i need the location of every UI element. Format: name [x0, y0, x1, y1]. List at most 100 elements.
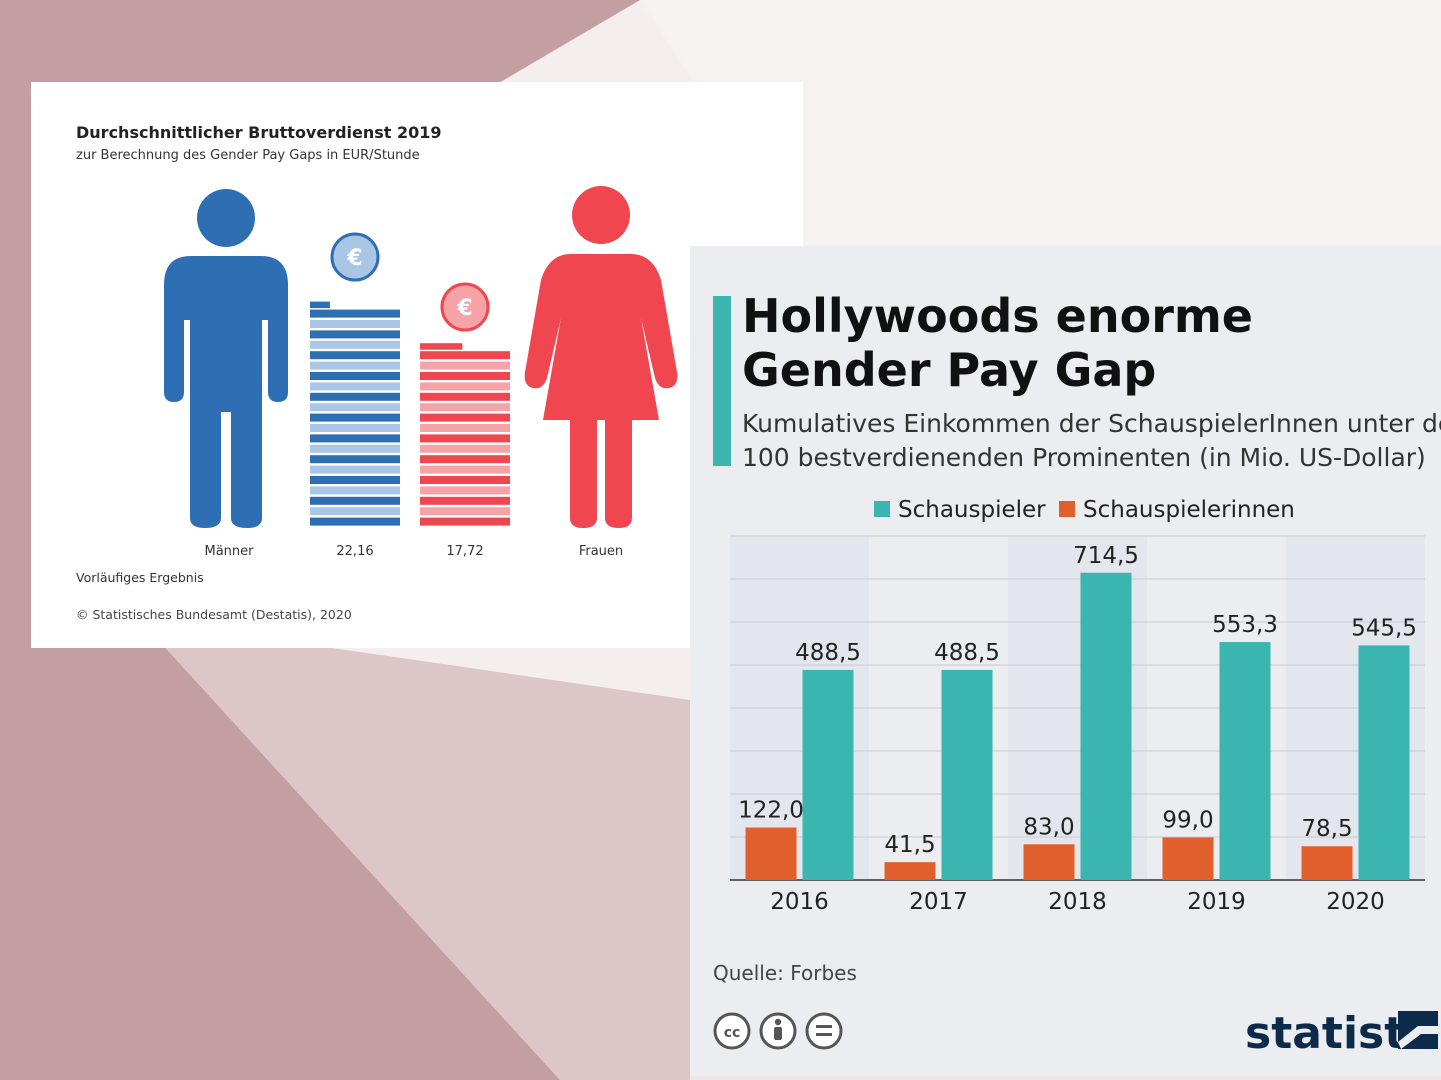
- statista-logo-icon: [1398, 1011, 1438, 1049]
- bar-schauspieler: [1080, 572, 1132, 880]
- x-tick-label: 2018: [1048, 889, 1107, 915]
- men-coin-layer: [310, 444, 400, 453]
- men-coin-layer: [310, 465, 400, 474]
- men-coin-layer: [310, 372, 400, 380]
- men-coin-layer: [310, 330, 400, 339]
- women-coin-layer: [420, 444, 510, 453]
- bar-schauspielerinnen: [884, 862, 936, 880]
- statista-source: Quelle: Forbes: [713, 961, 857, 985]
- men-coin-layer: [310, 455, 400, 464]
- bar-schauspieler: [1358, 645, 1410, 880]
- men-coin-top: [310, 301, 330, 309]
- women-coin-layer: [420, 476, 510, 484]
- men-coin-layer: [310, 413, 400, 422]
- women-coin-layer: [420, 351, 510, 360]
- women-euro-symbol: €: [456, 296, 472, 321]
- women-coin-layer: [420, 455, 510, 464]
- x-tick-label: 2016: [770, 889, 829, 915]
- men-coin-layer: [310, 507, 400, 516]
- women-coin-layer: [420, 382, 510, 391]
- women-coin-layer: [420, 361, 510, 370]
- men-euro-symbol: €: [346, 246, 362, 271]
- men-coin-layer: [310, 496, 400, 505]
- women-coin-layer: [420, 392, 510, 401]
- women-coin-layer: [420, 507, 510, 516]
- euro-coin-icon: €: [330, 232, 380, 282]
- women-coin-layer: [420, 434, 510, 443]
- women-coin-layer: [420, 413, 510, 422]
- women-coin-layer: [420, 496, 510, 505]
- men-coin-layer: [310, 361, 400, 370]
- men-value-label: 22,16: [336, 544, 373, 559]
- men-coin-layer: [310, 517, 400, 526]
- statista-title-line-2: Gender Pay Gap: [742, 343, 1156, 397]
- data-label-schauspieler: 488,5: [934, 640, 1000, 666]
- women-coin-layer: [420, 517, 510, 526]
- data-label-schauspieler: 545,5: [1351, 615, 1417, 641]
- statista-title-line-1: Hollywoods enorme: [742, 289, 1253, 343]
- statista-chart: Hollywoods enorme Gender Pay Gap Kumulat…: [713, 289, 1441, 1059]
- women-label: Frauen: [579, 544, 623, 559]
- statista-subtitle-line-1: Kumulatives Einkommen der SchauspielerIn…: [742, 409, 1441, 438]
- title-accent-bar: [713, 296, 731, 466]
- bar-schauspieler: [802, 669, 854, 880]
- statista-subtitle-line-2: 100 bestverdienenden Prominenten (in Mio…: [742, 443, 1426, 472]
- plot-area: 122,0 488,5 2016 41,5 488,5 2017 83,0 714,5 2018…: [730, 535, 1425, 915]
- data-label-schauspieler: 553,3: [1212, 612, 1278, 638]
- men-coin-layer: [310, 392, 400, 401]
- woman-figure-icon: [524, 186, 678, 528]
- bar-schauspielerinnen: [1301, 846, 1353, 880]
- data-label-schauspielerinnen: 122,0: [738, 798, 804, 824]
- data-label-schauspielerinnen: 41,5: [884, 832, 935, 858]
- svg-text:cc: cc: [724, 1025, 741, 1041]
- legend-label-schauspieler: Schauspieler: [898, 497, 1046, 523]
- data-label-schauspielerinnen: 99,0: [1162, 807, 1213, 833]
- women-coin-layer: [420, 465, 510, 474]
- women-coin-layer: [420, 424, 510, 432]
- women-coin-layer: [420, 486, 510, 495]
- data-label-schauspielerinnen: 83,0: [1023, 814, 1074, 840]
- men-coin-layer: [310, 403, 400, 412]
- man-figure-icon: [164, 189, 288, 528]
- women-coin-top: [420, 343, 463, 350]
- men-coin-layer: [310, 351, 400, 360]
- bar-schauspielerinnen: [1023, 844, 1075, 880]
- women-coin-layer: [420, 403, 510, 412]
- euro-coin-icon: €: [440, 282, 490, 332]
- men-coin-layer: [310, 382, 400, 391]
- men-coin-layer: [310, 340, 400, 349]
- statista-card: Hollywoods enorme Gender Pay Gap Kumulat…: [690, 246, 1441, 1076]
- destatis-title: Durchschnittlicher Bruttoverdienst 2019: [76, 123, 442, 142]
- bar-schauspieler: [1219, 642, 1271, 880]
- men-coin-layer: [310, 320, 400, 328]
- men-coin-layer: [310, 424, 400, 432]
- women-coin-layer: [420, 372, 510, 380]
- men-coin-layer: [310, 476, 400, 484]
- destatis-subtitle: zur Berechnung des Gender Pay Gaps in EU…: [76, 148, 420, 163]
- cc-icon: cc: [713, 1012, 751, 1050]
- destatis-chart: Durchschnittlicher Bruttoverdienst 2019 …: [76, 123, 678, 622]
- x-tick-label: 2017: [909, 889, 968, 915]
- nd-icon: [805, 1012, 843, 1050]
- men-coin-layer: [310, 434, 400, 443]
- by-icon: [759, 1012, 797, 1050]
- chart-legend: Schauspieler Schauspielerinnen: [874, 497, 1295, 523]
- x-tick-label: 2019: [1187, 889, 1246, 915]
- bar-schauspieler: [941, 669, 993, 880]
- destatis-card: Durchschnittlicher Bruttoverdienst 2019 …: [31, 82, 803, 648]
- legend-label-schauspielerinnen: Schauspielerinnen: [1083, 497, 1295, 523]
- men-coin-layer: [310, 486, 400, 495]
- destatis-source: © Statistisches Bundesamt (Destatis), 20…: [76, 607, 352, 622]
- legend-swatch-schauspielerinnen: [1059, 501, 1075, 517]
- men-coin-stack: [310, 301, 400, 526]
- destatis-note: Vorläufiges Ergebnis: [76, 570, 204, 585]
- data-label-schauspieler: 714,5: [1073, 543, 1139, 569]
- men-label: Männer: [204, 544, 254, 559]
- data-label-schauspieler: 488,5: [795, 640, 861, 666]
- legend-swatch-schauspieler: [874, 501, 890, 517]
- men-coin-layer: [310, 309, 400, 318]
- women-coin-stack: [420, 343, 510, 526]
- bar-schauspielerinnen: [1162, 837, 1214, 880]
- x-tick-label: 2020: [1326, 889, 1385, 915]
- women-value-label: 17,72: [446, 544, 483, 559]
